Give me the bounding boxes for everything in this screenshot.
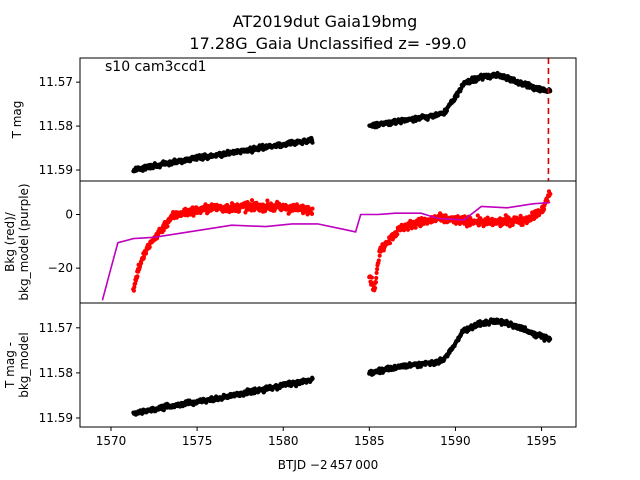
y-axis-label: bkg_model (purple) <box>17 183 31 300</box>
mag-point <box>310 140 315 145</box>
bkg-point <box>147 245 152 250</box>
bkg-point <box>135 274 140 279</box>
bkg-point <box>541 207 547 212</box>
y-tick-label: −20 <box>48 261 73 275</box>
bkg-point <box>369 275 374 280</box>
bkg-point <box>413 225 418 230</box>
bkg-point <box>373 285 378 291</box>
bkg-point <box>252 208 257 213</box>
bkg-point <box>143 251 149 256</box>
bkg-point <box>265 198 270 203</box>
mag-point <box>310 376 315 381</box>
y-axis-label: T mag - <box>3 342 17 389</box>
bkg-point <box>309 211 315 216</box>
x-axis-label: BTJD −2 457 000 <box>278 458 378 472</box>
bkg-point <box>141 254 146 259</box>
x-tick-label: 1595 <box>526 434 557 448</box>
figure-title-line1: AT2019dut Gaia19bmg <box>233 12 418 31</box>
y-axis-label: Bkg (red)/ <box>3 211 17 272</box>
bkg-point <box>310 206 315 211</box>
y-tick-label: 11.57 <box>39 75 73 89</box>
y-axis-label: T mag <box>10 101 24 140</box>
bkg-point <box>249 198 255 203</box>
camera-ccd-annotation: s10 cam3ccd1 <box>105 59 207 75</box>
bkg-point <box>520 222 525 227</box>
bkg-point <box>548 191 553 197</box>
y-tick-label: 0 <box>65 208 73 222</box>
bkg-point <box>395 232 400 237</box>
y-tick-label: 11.59 <box>39 163 73 177</box>
bkg-point <box>375 267 380 272</box>
bkg-point <box>132 285 137 290</box>
mag-point <box>444 108 449 113</box>
y-axis-label: bkg_model <box>17 332 31 398</box>
x-tick-label: 1570 <box>96 434 127 448</box>
bkg-point <box>443 213 448 218</box>
bkg-point <box>475 213 480 218</box>
bkg-point <box>230 208 235 214</box>
bkg-point <box>374 270 379 275</box>
x-tick-label: 1585 <box>354 434 385 448</box>
bkg-point <box>376 258 381 263</box>
bkg-point <box>468 215 473 221</box>
x-tick-label: 1575 <box>182 434 213 448</box>
bkg-point <box>373 280 379 285</box>
x-tick-label: 1590 <box>440 434 471 448</box>
y-tick-label: 11.58 <box>39 119 73 133</box>
mag-point <box>455 93 460 99</box>
bkg-point <box>161 228 166 233</box>
bkg-point <box>405 227 411 232</box>
bkg-point <box>165 224 170 229</box>
bkg-point <box>425 221 430 226</box>
bkg-point <box>374 275 379 281</box>
y-tick-label: 11.59 <box>39 411 73 425</box>
figure-title-line2: 17.28G_Gaia Unclassified z= -99.0 <box>189 34 466 54</box>
bkg-point <box>387 241 393 246</box>
mag-point <box>548 337 553 342</box>
y-tick-label: 11.58 <box>39 366 73 380</box>
bkg-model-line <box>101 201 551 301</box>
panel-bottom-corrected-mag: 11.57 11.58 11.59 T mag - bkg_model 1570 1575 1… <box>3 317 557 448</box>
bkg-point <box>131 288 136 293</box>
x-tick-label: 1580 <box>268 434 299 448</box>
panel-bottom-frame <box>79 302 577 428</box>
bkg-point <box>377 253 382 258</box>
panel-top-tmag: 11.57 11.58 11.59 T mag <box>10 58 553 181</box>
panel-middle-background: 0 −20 Bkg (red)/bkg_model (purple) <box>3 183 553 301</box>
bkg-point <box>203 202 208 207</box>
y-tick-label: 11.57 <box>39 321 73 335</box>
